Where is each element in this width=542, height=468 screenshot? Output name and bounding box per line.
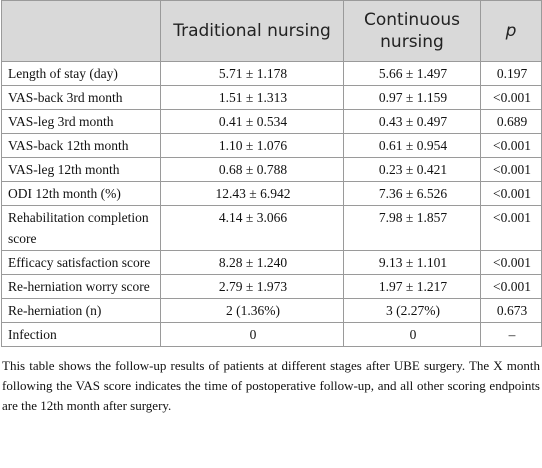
row-label: Efficacy satisfaction score (1, 250, 161, 275)
header-cell: Traditional nursing (160, 0, 344, 62)
continuous-value: 7.36 ± 6.526 (343, 181, 481, 206)
row-label: VAS-back 12th month (1, 133, 161, 158)
table-row: Re-herniation worry score 2.79 ± 1.973 1.9… (1, 274, 542, 299)
continuous-value: 0.23 ± 0.421 (343, 157, 481, 182)
continuous-value: 1.97 ± 1.217 (343, 274, 481, 299)
p-value: 0.673 (480, 298, 542, 323)
header-cell (1, 0, 161, 62)
traditional-value: 1.51 ± 1.313 (160, 85, 344, 110)
continuous-value: 7.98 ± 1.857 (343, 205, 481, 251)
header-cell: p (480, 0, 542, 62)
row-label: Infection (1, 322, 161, 347)
traditional-value: 4.14 ± 3.066 (160, 205, 344, 251)
header-row: Traditional nursing Continuous nursing p (1, 0, 542, 62)
traditional-value: 12.43 ± 6.942 (160, 181, 344, 206)
table-note: This table shows the follow-up results o… (2, 358, 540, 413)
traditional-value: 0.68 ± 0.788 (160, 157, 344, 182)
table-row: ODI 12th month (%) 12.43 ± 6.942 7.36 ± 6.… (1, 181, 542, 206)
continuous-value: 0.61 ± 0.954 (343, 133, 481, 158)
row-label: Rehabilitation completion score (1, 205, 161, 251)
continuous-value: 9.13 ± 1.101 (343, 250, 481, 275)
row-label: Length of stay (day) (1, 61, 161, 86)
p-value: <0.001 (480, 274, 542, 299)
p-value: <0.001 (480, 157, 542, 182)
row-label: Re-herniation (n) (1, 298, 161, 323)
traditional-value: 2 (1.36%) (160, 298, 344, 323)
p-value: – (480, 322, 542, 347)
table-row: Re-herniation (n) 2 (1.36%) 3 (2.27%) 0.673 (1, 298, 542, 323)
traditional-value: 2.79 ± 1.973 (160, 274, 344, 299)
row-label: VAS-leg 12th month (1, 157, 161, 182)
continuous-value: 0.97 ± 1.159 (343, 85, 481, 110)
p-value: <0.001 (480, 85, 542, 110)
continuous-value: 5.66 ± 1.497 (343, 61, 481, 86)
traditional-value: 1.10 ± 1.076 (160, 133, 344, 158)
row-label: Re-herniation worry score (1, 274, 161, 299)
traditional-value: 8.28 ± 1.240 (160, 250, 344, 275)
table-row: Efficacy satisfaction score 8.28 ± 1.240 9… (1, 250, 542, 275)
table-body: Length of stay (day) 5.71 ± 1.178 5.66 ± 1… (1, 61, 542, 347)
p-value: 0.689 (480, 109, 542, 134)
row-label: VAS-leg 3rd month (1, 109, 161, 134)
table-row: VAS-back 3rd month 1.51 ± 1.313 0.97 ± 1.1… (1, 85, 542, 110)
header-cell: Continuous nursing (343, 0, 481, 62)
row-label: VAS-back 3rd month (1, 85, 161, 110)
p-value: 0.197 (480, 61, 542, 86)
table-row: VAS-leg 12th month 0.68 ± 0.788 0.23 ± 0.4… (1, 157, 542, 182)
continuous-value: 0 (343, 322, 481, 347)
table-row: VAS-leg 3rd month 0.41 ± 0.534 0.43 ± 0.49… (1, 109, 542, 134)
traditional-value: 0 (160, 322, 344, 347)
table-row: Infection 0 0– (1, 322, 542, 347)
continuous-value: 3 (2.27%) (343, 298, 481, 323)
p-value: <0.001 (480, 133, 542, 158)
continuous-value: 0.43 ± 0.497 (343, 109, 481, 134)
table-row: Rehabilitation completion score 4.14 ± 3.… (1, 205, 542, 251)
table-row: VAS-back 12th month 1.10 ± 1.076 0.61 ± 0.… (1, 133, 542, 158)
traditional-value: 5.71 ± 1.178 (160, 61, 344, 86)
p-value: <0.001 (480, 205, 542, 251)
results-table: Traditional nursing Continuous nursing p… (1, 0, 542, 347)
traditional-value: 0.41 ± 0.534 (160, 109, 344, 134)
p-value: <0.001 (480, 250, 542, 275)
row-label: ODI 12th month (%) (1, 181, 161, 206)
table-row: Length of stay (day) 5.71 ± 1.178 5.66 ± 1… (1, 61, 542, 86)
p-value: <0.001 (480, 181, 542, 206)
